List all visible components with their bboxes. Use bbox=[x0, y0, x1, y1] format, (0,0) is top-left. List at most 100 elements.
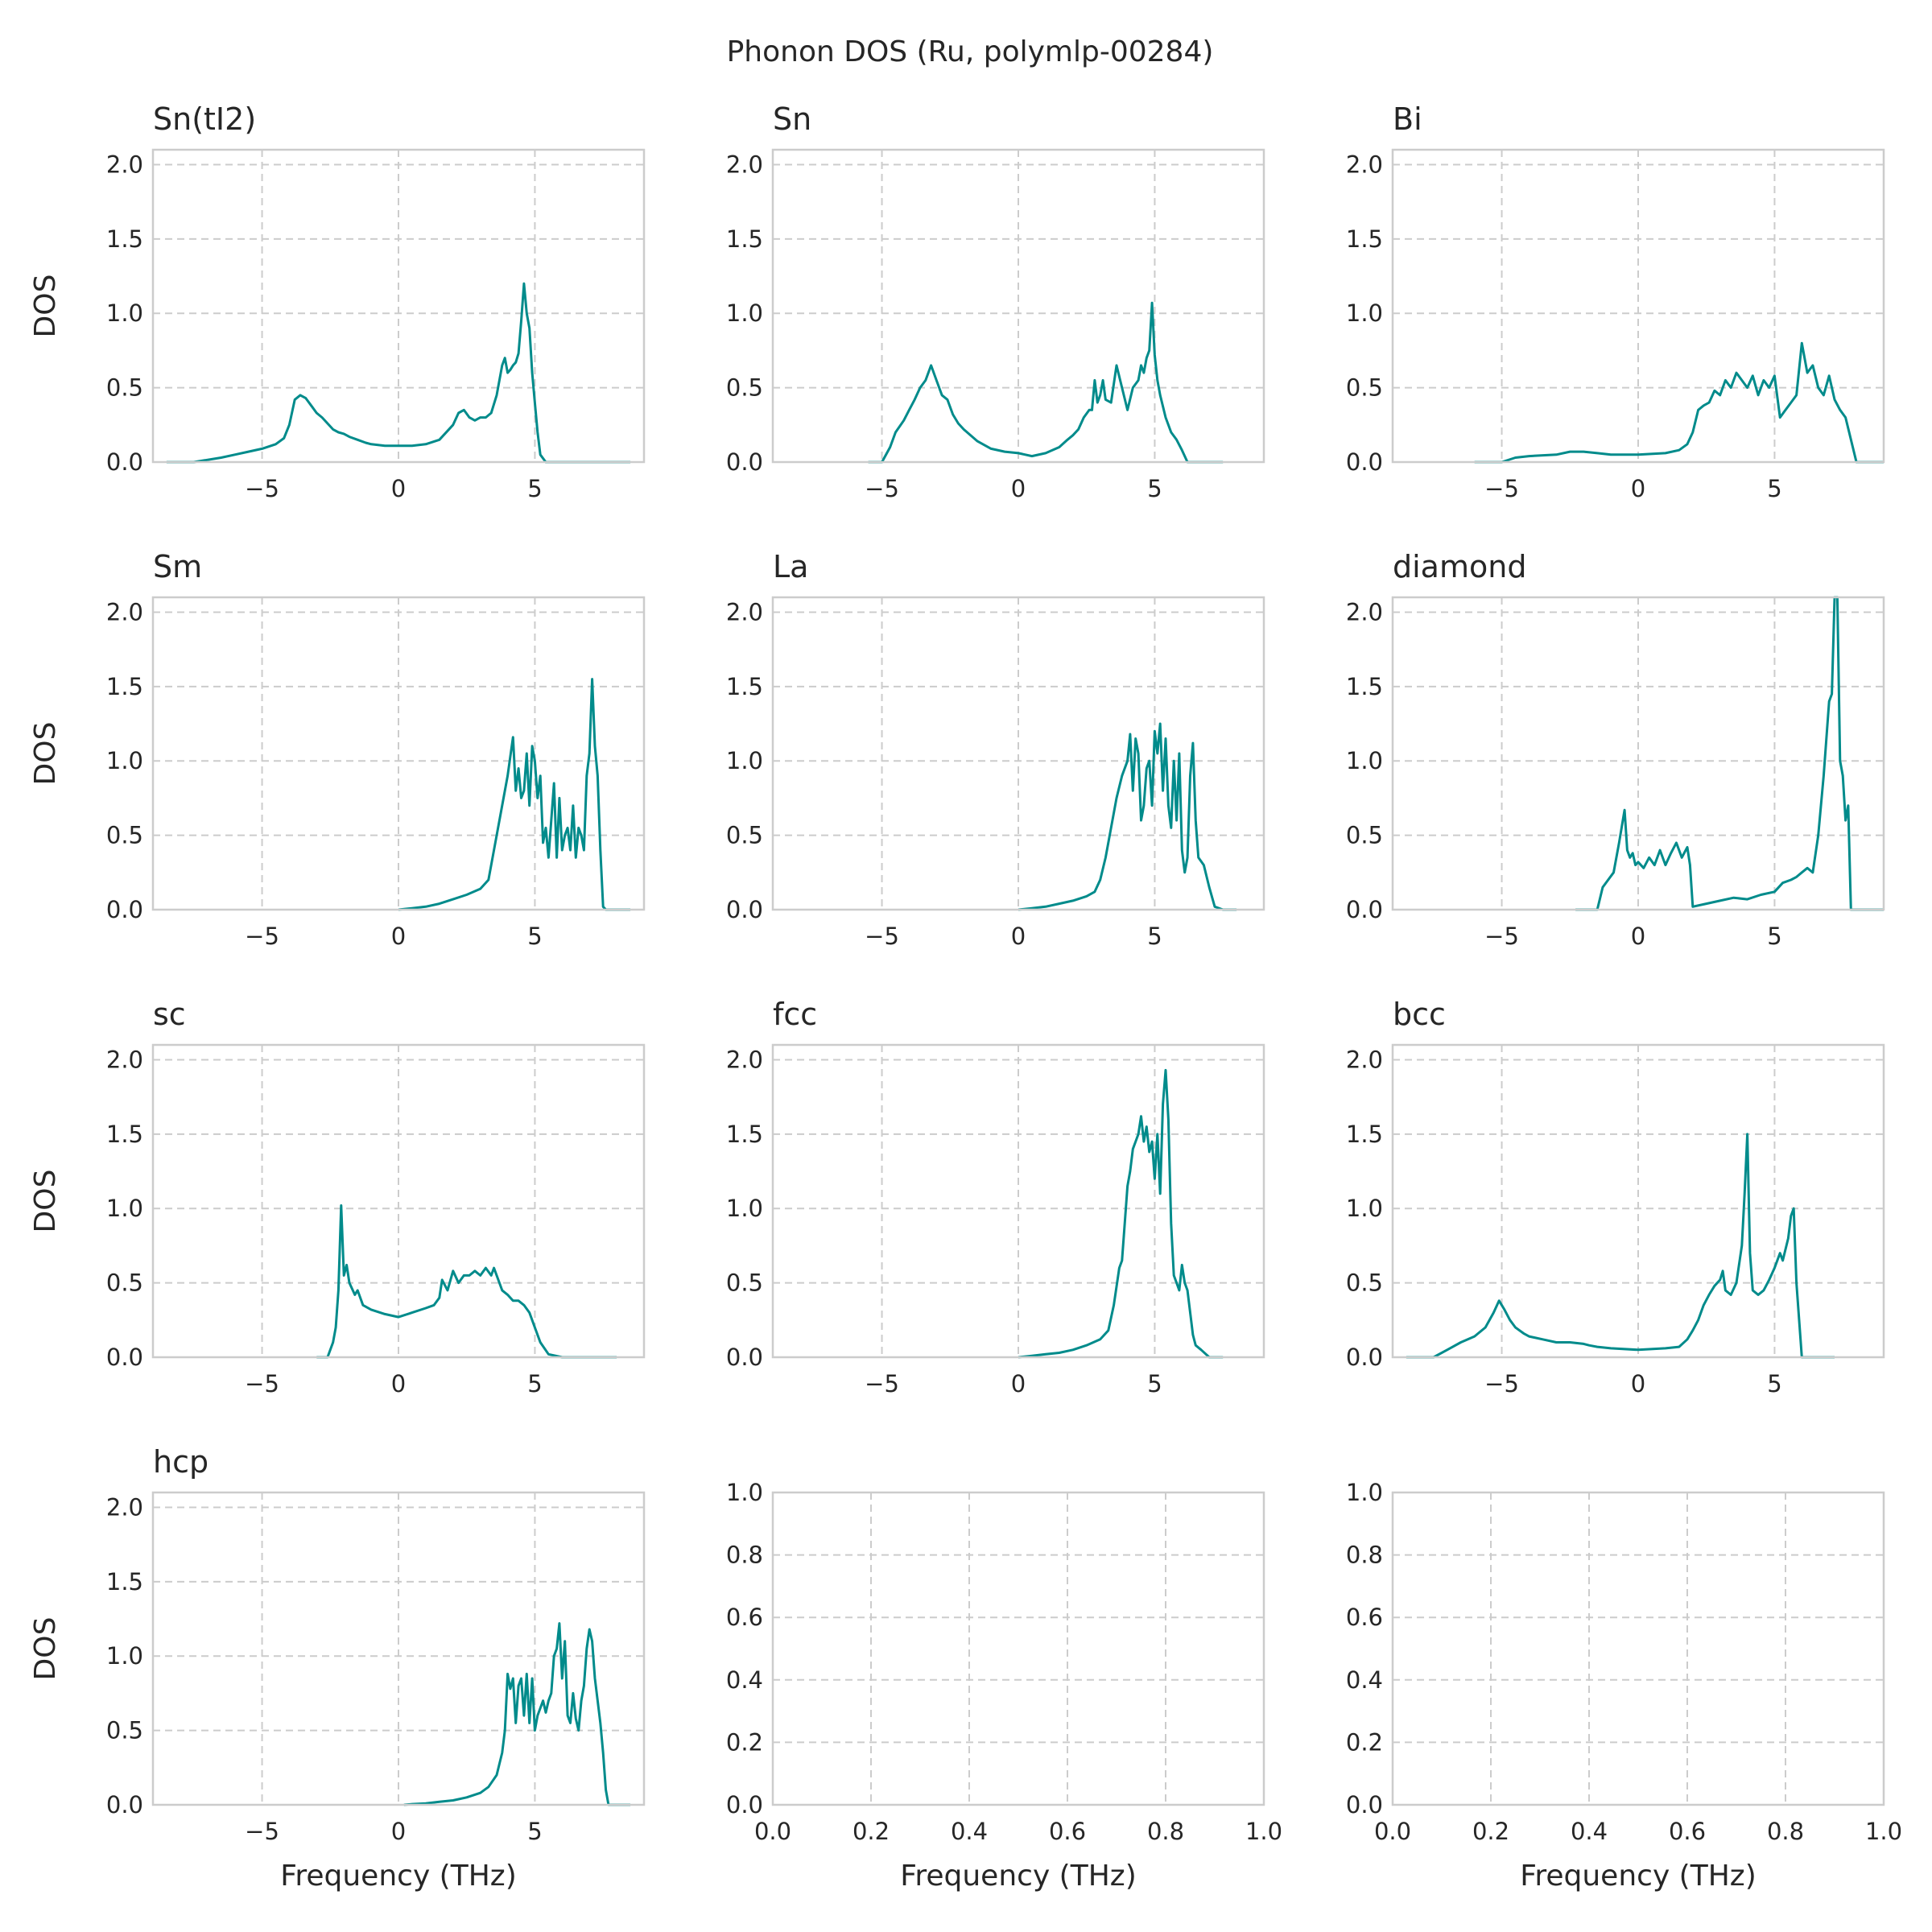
panel-title: hcp bbox=[153, 1444, 208, 1480]
y-tick-label: 1.5 bbox=[726, 673, 763, 700]
x-tick-label: −5 bbox=[245, 1818, 279, 1845]
axes-frame bbox=[151, 596, 646, 911]
dos-line bbox=[166, 282, 631, 464]
x-tick-label: −5 bbox=[865, 923, 899, 950]
panel-title: Sn bbox=[773, 101, 811, 137]
dos-line bbox=[1575, 596, 1884, 911]
x-tick-label: 5 bbox=[1147, 475, 1162, 502]
y-tick-label: 2.0 bbox=[106, 1046, 143, 1073]
x-tick-label: 0.0 bbox=[1374, 1818, 1411, 1845]
dos-panel: −5 0 5 0.0 0.5 1.0 1.5 2.0 hcp DOS Frequency (THz) bbox=[29, 1444, 646, 1893]
x-axis-label: Frequency (THz) bbox=[280, 1860, 516, 1893]
y-tick-label: 0.5 bbox=[726, 374, 763, 402]
x-tick-label: 5 bbox=[527, 1818, 542, 1845]
x-tick-label: −5 bbox=[245, 1370, 279, 1397]
x-tick-label: 0 bbox=[1631, 1370, 1645, 1397]
panel-title: sc bbox=[153, 997, 186, 1032]
x-tick-label: 1.0 bbox=[1245, 1818, 1282, 1845]
x-tick-label: 0 bbox=[391, 1818, 406, 1845]
y-tick-label: 0.5 bbox=[106, 822, 143, 849]
y-tick-label: 0.0 bbox=[106, 896, 143, 923]
y-tick-label: 0.5 bbox=[1346, 822, 1383, 849]
y-tick-label: 1.5 bbox=[1346, 225, 1383, 253]
y-tick-label: 0.5 bbox=[726, 1269, 763, 1297]
y-tick-label: 0.5 bbox=[106, 374, 143, 402]
dos-panel: −5 0 5 0.0 0.5 1.0 1.5 2.0 Sm DOS bbox=[29, 549, 646, 950]
x-tick-label: 0.2 bbox=[1472, 1818, 1509, 1845]
y-tick-label: 1.0 bbox=[106, 299, 143, 327]
y-tick-label: 1.0 bbox=[726, 1195, 763, 1222]
panel-title: Bi bbox=[1393, 101, 1422, 137]
y-tick-label: 1.0 bbox=[1346, 299, 1383, 327]
x-tick-label: 5 bbox=[1147, 923, 1162, 950]
x-tick-label: −5 bbox=[1484, 1370, 1519, 1397]
y-tick-label: 2.0 bbox=[726, 151, 763, 178]
x-tick-label: 0.8 bbox=[1767, 1818, 1804, 1845]
x-tick-label: −5 bbox=[245, 475, 279, 502]
y-tick-label: 0.6 bbox=[1346, 1604, 1383, 1631]
y-tick-label: 0.0 bbox=[106, 1344, 143, 1371]
y-tick-label: 1.0 bbox=[106, 747, 143, 774]
axes-frame bbox=[1391, 596, 1885, 911]
y-tick-label: 0.2 bbox=[726, 1728, 763, 1756]
y-tick-label: 1.0 bbox=[106, 1195, 143, 1222]
y-tick-label: 0.0 bbox=[726, 1791, 763, 1818]
y-tick-label: 1.0 bbox=[1346, 747, 1383, 774]
axes-frame bbox=[151, 148, 646, 464]
y-tick-label: 0.8 bbox=[726, 1542, 763, 1569]
x-tick-label: 0 bbox=[1011, 475, 1026, 502]
x-tick-label: 5 bbox=[1147, 1370, 1162, 1397]
panel-title: bcc bbox=[1393, 997, 1446, 1032]
y-tick-label: 1.0 bbox=[106, 1642, 143, 1670]
x-tick-label: 5 bbox=[527, 1370, 542, 1397]
y-tick-label: 1.5 bbox=[106, 673, 143, 700]
y-tick-label: 2.0 bbox=[106, 151, 143, 178]
x-tick-label: 1.0 bbox=[1865, 1818, 1902, 1845]
x-tick-label: 0.4 bbox=[951, 1818, 988, 1845]
y-tick-label: 1.5 bbox=[1346, 673, 1383, 700]
y-tick-label: 2.0 bbox=[1346, 598, 1383, 625]
x-tick-label: 0 bbox=[1011, 923, 1026, 950]
panel-title: Sn(tI2) bbox=[153, 101, 256, 137]
y-tick-label: 0.0 bbox=[726, 448, 763, 476]
dos-line bbox=[316, 1204, 617, 1359]
dos-panel: −5 0 5 0.0 0.5 1.0 1.5 2.0 Sn(tI2) DOS bbox=[29, 101, 646, 502]
axes-frame bbox=[771, 1043, 1265, 1359]
x-tick-label: 0.6 bbox=[1049, 1818, 1086, 1845]
x-tick-label: 0 bbox=[1631, 475, 1645, 502]
y-tick-label: 0.8 bbox=[1346, 1542, 1383, 1569]
y-tick-label: 1.0 bbox=[726, 747, 763, 774]
y-tick-label: 0.0 bbox=[1346, 1344, 1383, 1371]
axes-frame bbox=[151, 1043, 646, 1359]
dos-line bbox=[398, 678, 631, 911]
x-tick-label: 5 bbox=[1767, 1370, 1781, 1397]
x-tick-label: 0 bbox=[1011, 1370, 1026, 1397]
x-tick-label: −5 bbox=[1484, 923, 1519, 950]
y-tick-label: 0.5 bbox=[106, 1717, 143, 1744]
y-tick-label: 1.0 bbox=[1346, 1479, 1383, 1506]
dos-panel: −5 0 5 0.0 0.5 1.0 1.5 2.0 bcc bbox=[1346, 997, 1885, 1397]
dos-panel: −5 0 5 0.0 0.5 1.0 1.5 2.0 diamond bbox=[1346, 549, 1885, 950]
axes-frame bbox=[771, 148, 1265, 464]
y-tick-label: 1.5 bbox=[106, 225, 143, 253]
panel-title: La bbox=[773, 549, 808, 584]
y-axis-label: DOS bbox=[29, 275, 62, 338]
dos-line bbox=[1018, 1068, 1224, 1359]
figure-title: Phonon DOS (Ru, polymlp-00284) bbox=[727, 35, 1214, 68]
x-tick-label: 0 bbox=[1631, 923, 1645, 950]
y-axis-label: DOS bbox=[29, 722, 62, 786]
y-tick-label: 2.0 bbox=[1346, 1046, 1383, 1073]
y-tick-label: 2.0 bbox=[1346, 151, 1383, 178]
y-tick-label: 2.0 bbox=[726, 598, 763, 625]
y-tick-label: 1.5 bbox=[726, 225, 763, 253]
x-tick-label: 5 bbox=[527, 923, 542, 950]
y-tick-label: 0.2 bbox=[1346, 1728, 1383, 1756]
panel-title: Sm bbox=[153, 549, 202, 584]
x-tick-label: 5 bbox=[527, 475, 542, 502]
axes-frame bbox=[771, 596, 1265, 911]
y-tick-label: 0.5 bbox=[106, 1269, 143, 1297]
dos-panel: −5 0 5 0.0 0.5 1.0 1.5 2.0 Bi bbox=[1346, 101, 1885, 502]
y-tick-label: 0.0 bbox=[106, 1791, 143, 1818]
y-tick-label: 1.5 bbox=[726, 1121, 763, 1148]
